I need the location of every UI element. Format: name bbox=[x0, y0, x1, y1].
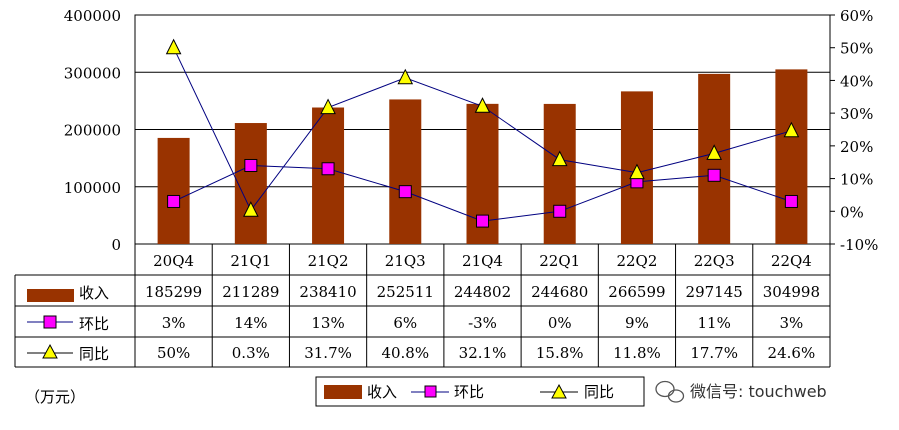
unit-label: （万元） bbox=[25, 388, 85, 406]
legend: 收入 环比 同比 bbox=[315, 376, 645, 407]
y-left-tick-label: 200000 bbox=[64, 122, 121, 140]
table-cell: 266599 bbox=[608, 283, 665, 301]
yoy-point bbox=[629, 163, 645, 180]
category-label: 20Q4 bbox=[153, 252, 194, 270]
y-right-tick-label: 60% bbox=[840, 7, 873, 25]
y-axis-right: -10% 0% 10% 20% 30% 40% 50% 60% bbox=[830, 7, 878, 254]
row-revenue-swatch bbox=[27, 289, 74, 302]
yoy-point bbox=[397, 68, 414, 85]
revenue-bar bbox=[543, 103, 576, 244]
row-header-qoq: 环比 bbox=[79, 315, 109, 333]
legend-yoy-label: 同比 bbox=[584, 383, 614, 401]
category-label: 22Q4 bbox=[771, 252, 812, 270]
table-cell: -3% bbox=[468, 314, 497, 332]
row-yoy-marker bbox=[42, 343, 58, 359]
svg-text:微信号: touchweb: 微信号: touchweb bbox=[690, 382, 827, 401]
y-left-tick-label: 0 bbox=[111, 236, 121, 254]
y-right-tick-label: 10% bbox=[840, 171, 873, 189]
category-label: 21Q4 bbox=[462, 252, 503, 270]
revenue-bar bbox=[389, 99, 422, 244]
bar-series-revenue bbox=[157, 69, 808, 244]
table-cell: 15.8% bbox=[536, 344, 584, 362]
table-cell: 50% bbox=[157, 344, 190, 362]
category-label: 22Q1 bbox=[539, 252, 580, 270]
table-cell: 24.6% bbox=[768, 344, 816, 362]
y-right-tick-label: 20% bbox=[840, 138, 873, 156]
table-cell: 17.7% bbox=[690, 344, 738, 362]
qoq-point bbox=[244, 158, 258, 172]
qoq-point bbox=[476, 214, 489, 228]
line-series bbox=[165, 38, 800, 228]
table-cell: 238410 bbox=[299, 283, 356, 301]
qoq-point bbox=[398, 185, 412, 199]
category-label: 21Q2 bbox=[308, 252, 349, 270]
table-cell: 6% bbox=[393, 314, 417, 332]
table-cell: 9% bbox=[625, 314, 649, 332]
table-cell: 185299 bbox=[145, 283, 202, 301]
legend-qoq-marker bbox=[424, 385, 437, 398]
table-cell: 0% bbox=[548, 314, 572, 332]
y-left-tick-label: 300000 bbox=[64, 64, 121, 82]
revenue-bar bbox=[234, 123, 267, 244]
y-right-tick-label: 0% bbox=[840, 203, 864, 221]
table-cell: 244802 bbox=[454, 283, 511, 301]
row-header-yoy: 同比 bbox=[79, 345, 109, 363]
table-cell: 0.3% bbox=[232, 344, 270, 362]
table-cell: 32.1% bbox=[459, 344, 507, 362]
data-table: 20Q4 21Q1 21Q2 21Q3 21Q4 22Q1 22Q2 22Q3 22Q4 收入环比… bbox=[14, 244, 831, 368]
qoq-point bbox=[707, 168, 721, 182]
revenue-bar bbox=[775, 69, 808, 244]
yoy-point bbox=[474, 97, 491, 113]
qoq-point bbox=[784, 194, 798, 208]
table-cell: 244680 bbox=[531, 283, 588, 301]
table-cell: 11% bbox=[697, 314, 730, 332]
qoq-point bbox=[321, 162, 335, 176]
yoy-point bbox=[320, 98, 336, 115]
table-cell: 3% bbox=[162, 314, 186, 332]
category-label: 21Q3 bbox=[385, 252, 426, 270]
yoy-point bbox=[243, 201, 259, 217]
revenue-bar bbox=[312, 107, 345, 244]
legend-qoq-label: 环比 bbox=[454, 383, 484, 401]
y-right-tick-label: 30% bbox=[840, 105, 873, 123]
qoq-point bbox=[167, 194, 181, 208]
y-right-tick-label: 50% bbox=[840, 40, 873, 58]
category-label: 22Q2 bbox=[616, 252, 657, 270]
table-cell: 11.8% bbox=[613, 344, 661, 362]
row-qoq-marker bbox=[43, 315, 57, 329]
table-cell: 40.8% bbox=[381, 344, 429, 362]
yoy-point bbox=[706, 144, 722, 160]
table-cell: 3% bbox=[779, 314, 803, 332]
table-cell: 13% bbox=[311, 314, 344, 332]
category-label: 21Q1 bbox=[230, 252, 271, 270]
y-left-tick-label: 400000 bbox=[64, 7, 121, 25]
table-cell: 211289 bbox=[222, 283, 279, 301]
y-axis-left: 0 100000 200000 300000 400000 bbox=[64, 7, 121, 254]
revenue-bar bbox=[157, 137, 190, 244]
watermark: 微信号: touchweb bbox=[655, 380, 827, 403]
wechat-icon bbox=[655, 380, 685, 403]
yoy-point bbox=[551, 150, 568, 167]
table-cell: 297145 bbox=[686, 283, 743, 301]
y-right-tick-label: -10% bbox=[840, 236, 878, 254]
legend-yoy-marker bbox=[551, 383, 567, 399]
legend-revenue-label: 收入 bbox=[367, 383, 397, 401]
legend-revenue-swatch bbox=[324, 385, 362, 399]
qoq-point bbox=[553, 204, 567, 218]
table-cell: 31.7% bbox=[304, 344, 352, 362]
row-header-revenue: 收入 bbox=[79, 284, 109, 302]
category-label: 22Q3 bbox=[694, 252, 735, 270]
yoy-point bbox=[165, 38, 182, 55]
yoy-point bbox=[783, 121, 800, 138]
table-cell: 252511 bbox=[377, 283, 434, 301]
y-left-tick-label: 100000 bbox=[64, 179, 121, 197]
y-right-tick-label: 40% bbox=[840, 72, 873, 90]
table-cell: 14% bbox=[234, 314, 267, 332]
table-cell: 304998 bbox=[763, 283, 820, 301]
